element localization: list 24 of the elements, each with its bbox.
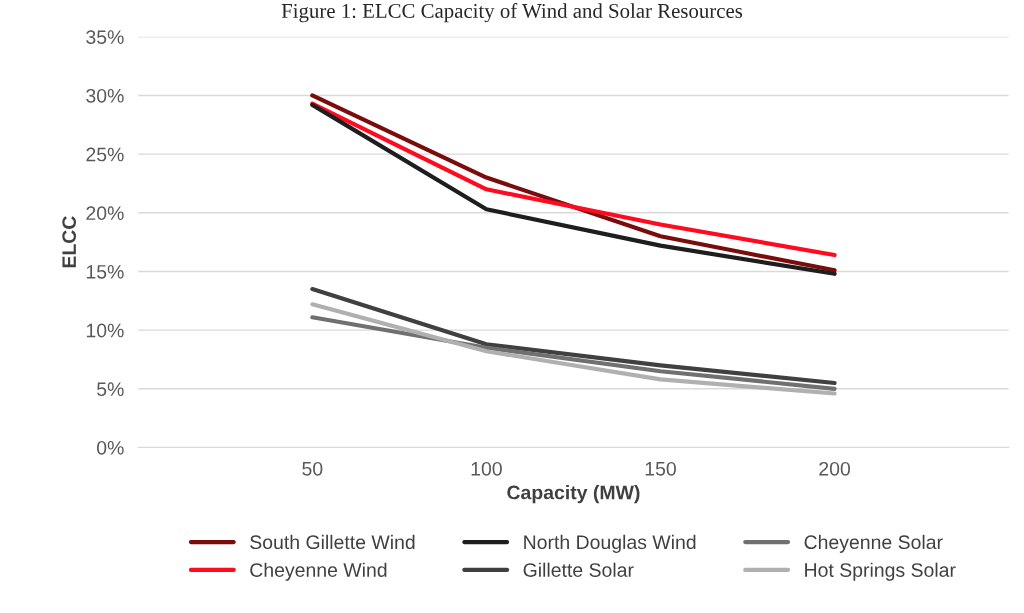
legend-label: Hot Springs Solar	[805, 562, 956, 581]
x-axis-title: Capacity (MW)	[507, 485, 640, 504]
y-tick-label: 25%	[86, 147, 124, 162]
y-tick-label: 35%	[86, 30, 124, 45]
y-tick-label: 20%	[86, 206, 124, 221]
line-series	[310, 315, 837, 391]
y-tick-label: 30%	[86, 88, 124, 103]
x-tick-label: 150	[645, 461, 676, 476]
y-tick-label: 5%	[97, 382, 124, 397]
line-series	[310, 286, 837, 386]
chart-title: Figure 1: ELCC Capacity of Wind and Solar Resources	[281, 3, 743, 23]
x-tick-label: 50	[302, 461, 323, 476]
legend-label: North Douglas Wind	[524, 534, 696, 553]
y-axis-title: ELCC	[62, 216, 77, 268]
y-tick-label: 15%	[86, 265, 124, 279]
x-tick-label: 200	[819, 461, 851, 476]
y-tick-label: 10%	[86, 323, 124, 338]
line-series	[310, 302, 837, 396]
legend-label: Cheyenne Wind	[250, 562, 387, 581]
legend-label: South Gillette Wind	[250, 534, 415, 550]
y-tick-label: 0%	[97, 440, 124, 455]
x-tick-label: 100	[471, 461, 502, 476]
legend-label: Gillette Solar	[523, 562, 634, 577]
legend-label: Cheyenne Solar	[804, 534, 943, 553]
